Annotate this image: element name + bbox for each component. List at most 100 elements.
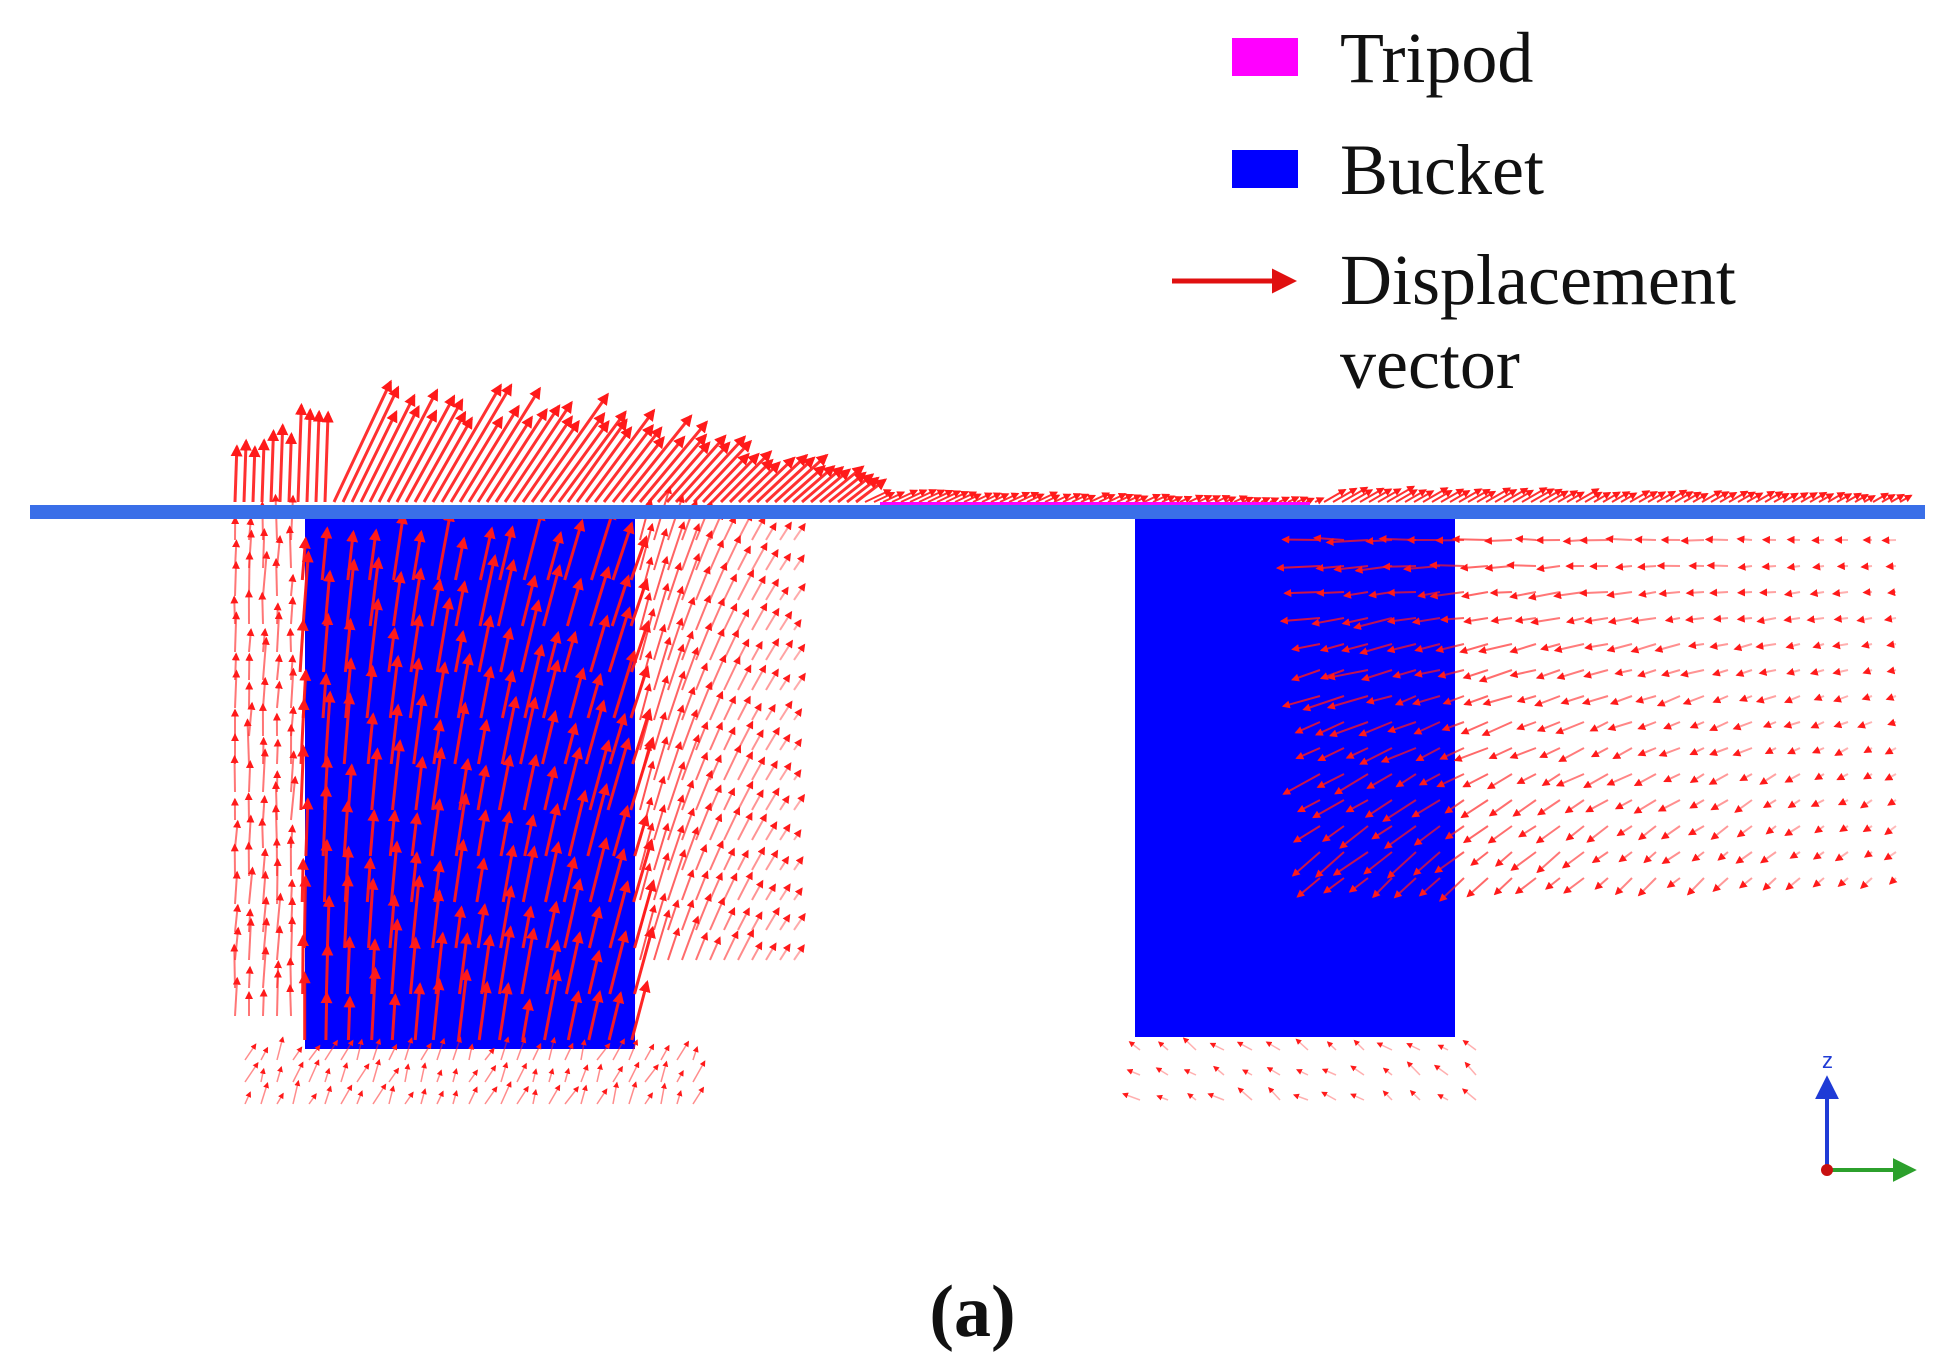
displacement-vector [531,1088,538,1105]
displacement-vector [1321,1091,1337,1101]
displacement-vector [1712,877,1729,892]
displacement-vector [751,602,768,631]
displacement-vector [388,654,403,719]
displacement-vector [1594,877,1609,890]
displacement-vector [1561,851,1585,869]
displacement-vector [765,907,780,931]
displacement-vector [1323,488,1347,503]
displacement-vector [296,618,309,673]
displacement-vector [1514,616,1537,624]
displacement-vector [1332,851,1369,876]
displacement-vector [1188,494,1204,503]
displacement-vector [260,676,269,709]
displacement-vector [1503,487,1529,503]
displacement-vector [562,630,579,673]
displacement-vector [1647,491,1667,503]
displacement-vector [301,550,314,627]
displacement-vector [1614,668,1633,677]
displacement-vector [737,720,754,751]
displacement-vector [1590,747,1609,758]
displacement-vector [1736,614,1753,623]
displacement-vector [436,1037,446,1061]
displacement-vector [1606,590,1633,599]
displacement-vector [1689,799,1705,809]
displacement-vector [476,809,490,857]
displacement-vector [1516,773,1537,785]
displacement-vector [1098,493,1116,503]
displacement-vector [1687,641,1705,650]
displacement-vector [1326,1041,1337,1051]
displacement-vector [1364,799,1393,818]
displacement-vector [1483,536,1513,545]
displacement-vector [639,742,652,781]
displacement-vector [273,738,282,765]
displacement-vector [247,866,256,905]
displacement-vector [1611,491,1631,503]
displacement-vector [737,545,751,571]
displacement-vector [1314,497,1325,505]
displacement-vector [258,591,267,625]
displacement-vector [292,1061,304,1083]
displacement-vector [1540,643,1561,652]
displacement-vector [695,565,711,601]
displacement-vector [454,580,469,627]
displacement-vector [503,400,573,503]
displacement-vector [630,979,651,1041]
displacement-vector [660,1044,670,1061]
displacement-vector [1833,695,1849,703]
displacement-vector [1509,747,1537,759]
displacement-vector [667,670,686,721]
displacement-vector [1460,799,1489,819]
displacement-vector [1322,825,1345,842]
displacement-vector [230,444,243,503]
displacement-vector [1207,1092,1225,1101]
displacement-vector [1509,643,1537,654]
displacement-vector [674,441,731,504]
displacement-vector [1514,535,1537,544]
displacement-vector [1460,721,1489,735]
displacement-vector [345,763,357,811]
displacement-vector [434,661,450,719]
displacement-vector [1325,538,1369,547]
displacement-vector [477,614,495,673]
displacement-vector [477,718,491,765]
panel-caption: (a) [929,1271,1016,1353]
displacement-vector [779,700,793,721]
displacement-vector [751,702,762,721]
displacement-vector [458,757,473,811]
displacement-vector [909,489,938,503]
displacement-vector [430,578,445,627]
displacement-vector [1360,669,1393,682]
displacement-vector [810,468,852,504]
displacement-vector [1539,488,1563,503]
displacement-vector [261,870,269,905]
displacement-vector [453,701,470,765]
displacement-vector [1863,495,1876,503]
displacement-vector [345,558,359,627]
displacement-vector [1856,615,1873,624]
displacement-vector [1709,747,1729,756]
displacement-vector [589,565,612,627]
displacement-vector [409,851,422,903]
legend: Tripod Bucket Displacement vector [1160,18,1920,418]
displacement-vector [1717,851,1729,861]
displacement-vector [1316,773,1345,788]
displacement-vector [709,896,725,931]
displacement-vector [420,1042,432,1061]
displacement-vector [1315,851,1345,878]
displacement-vector [695,662,708,691]
displacement-vector [639,710,653,751]
displacement-vector [475,857,489,903]
displacement-vector [765,942,777,961]
displacement-vector [681,807,695,841]
displacement-vector [765,578,779,601]
displacement-vector [404,398,464,503]
displacement-vector [1863,771,1873,780]
displacement-vector [653,711,668,751]
displacement-vector [681,522,701,571]
displacement-vector [667,848,687,901]
displacement-vector [667,761,686,811]
displacement-vector [1348,877,1369,893]
displacement-vector [695,594,712,631]
displacement-vector [1467,488,1491,503]
